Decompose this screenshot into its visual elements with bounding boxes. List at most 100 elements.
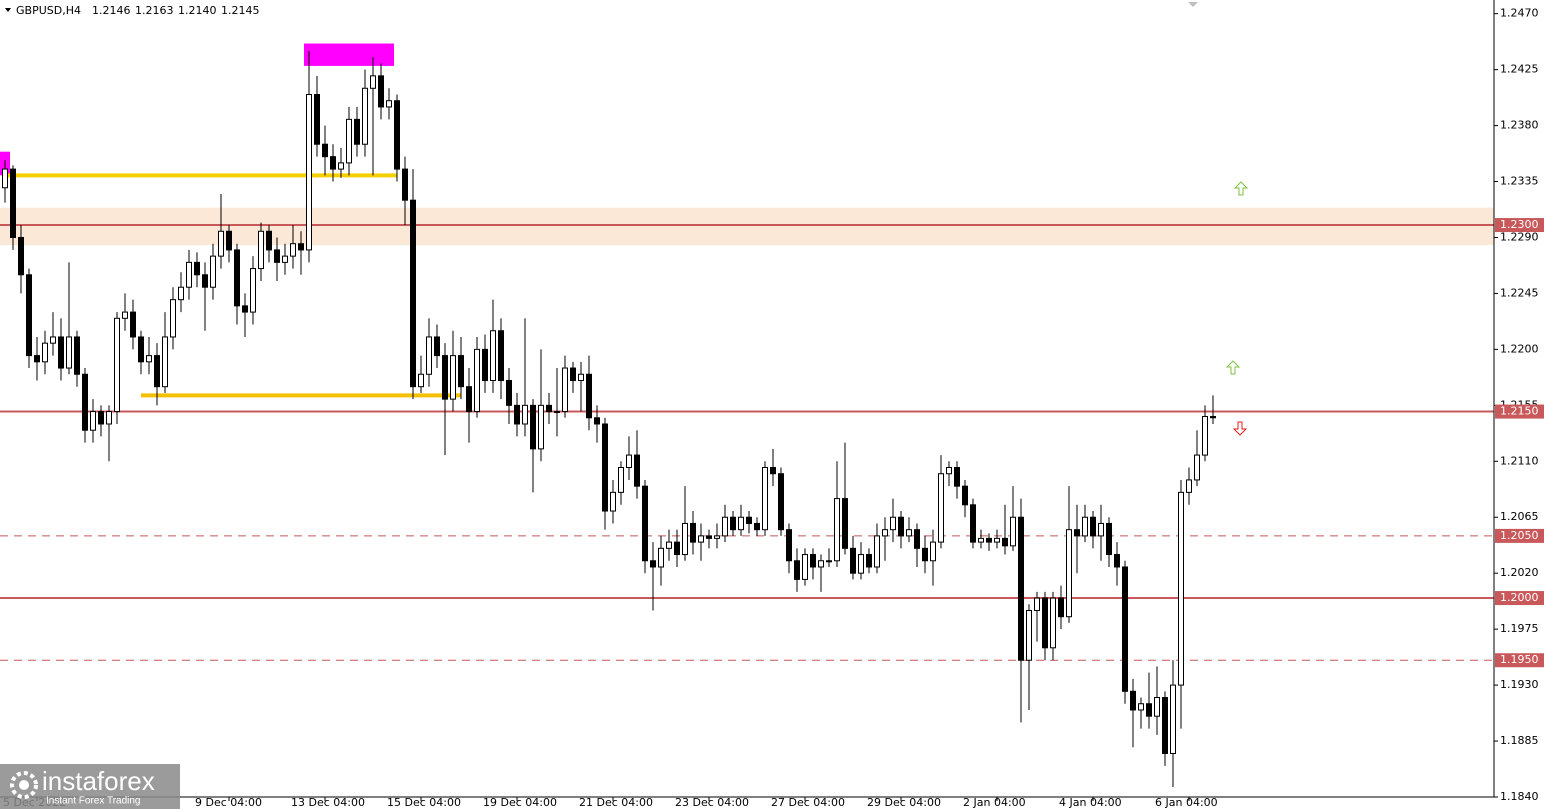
level-label-box xyxy=(1495,528,1544,543)
candle-body xyxy=(514,404,520,425)
candle-body xyxy=(866,554,872,568)
candle-body xyxy=(986,537,992,543)
candle-body xyxy=(1210,416,1216,419)
candle-body xyxy=(938,473,944,543)
candle-body xyxy=(298,243,304,251)
candle-body xyxy=(42,342,48,363)
candle-body xyxy=(82,373,88,431)
candle-body xyxy=(706,535,712,539)
candle-body xyxy=(578,373,584,381)
level-label: 1.2300 xyxy=(1500,218,1539,231)
candle-body xyxy=(946,467,952,475)
candle-body xyxy=(74,336,80,375)
candle-body xyxy=(274,249,280,263)
candle-body xyxy=(994,537,1000,543)
candle-body xyxy=(178,286,184,301)
candle-body xyxy=(522,404,528,425)
candle-body xyxy=(1154,697,1160,717)
candle-body xyxy=(418,373,424,388)
candle-body xyxy=(954,467,960,487)
candle-body xyxy=(362,87,368,145)
level-label: 1.2150 xyxy=(1500,405,1539,418)
candle-body xyxy=(890,516,896,531)
y-tick-label: 1.2335 xyxy=(1500,175,1539,188)
candle-body xyxy=(34,355,40,363)
header-low: 1.2140 xyxy=(178,4,217,17)
candle-body xyxy=(442,355,448,400)
candle-body xyxy=(474,348,480,413)
candle-body xyxy=(1186,479,1192,493)
header: GBPUSD,H4 1.2146 1.2163 1.2140 1.2145 xyxy=(5,4,260,17)
candle-body xyxy=(322,143,328,158)
candle-body xyxy=(834,498,840,562)
candle-body xyxy=(738,516,744,531)
candle-body xyxy=(746,516,752,524)
candle-body xyxy=(1082,516,1088,537)
symbol: GBPUSD,H4 xyxy=(16,4,81,17)
candle-body xyxy=(698,535,704,543)
candle-body xyxy=(1034,597,1040,611)
price-axis: 1.2470 1.2425 1.2380 1.2335 1.2290 1.2245 1.22… xyxy=(1494,7,1544,803)
candle-body xyxy=(18,236,24,276)
candle-body xyxy=(810,554,816,568)
candle-body xyxy=(202,274,208,288)
y-tick-label: 1.1840 xyxy=(1500,790,1539,803)
candle-body xyxy=(594,417,600,425)
candle-body xyxy=(1010,516,1016,547)
supply-box xyxy=(304,43,394,66)
x-tick-label: 6 Jan 04:00 xyxy=(1155,796,1218,809)
candle-body xyxy=(1178,491,1184,686)
candle-body xyxy=(754,522,760,531)
y-tick-label: 1.2245 xyxy=(1500,286,1539,299)
candle-body xyxy=(466,386,472,413)
candle-body xyxy=(1170,684,1176,754)
candle-body xyxy=(426,336,432,375)
candle-body xyxy=(162,336,168,388)
candle-body xyxy=(138,336,144,363)
y-tick-label: 1.1885 xyxy=(1500,734,1539,747)
candle-body xyxy=(978,537,984,543)
x-tick-label: 9 Dec 04:00 xyxy=(195,796,262,809)
candle-body xyxy=(394,100,400,170)
candle-body xyxy=(962,485,968,506)
x-tick-label: 2 Jan 04:00 xyxy=(963,796,1026,809)
candle-body xyxy=(1026,609,1032,661)
candle-body xyxy=(650,560,656,568)
candle-body xyxy=(1018,516,1024,661)
level-label-box xyxy=(1495,653,1544,668)
candle-body xyxy=(858,554,864,574)
candle-body xyxy=(1042,597,1048,649)
x-tick-label: 4 Jan 04:00 xyxy=(1059,796,1122,809)
candle-body xyxy=(538,404,544,450)
candle-body xyxy=(1122,566,1128,692)
up-arrow xyxy=(1233,181,1249,196)
candle-body xyxy=(1098,522,1104,537)
candle-body xyxy=(562,367,568,413)
candle-body xyxy=(714,535,720,539)
x-tick-label: 23 Dec 04:00 xyxy=(675,796,749,809)
candle-body xyxy=(1050,597,1056,649)
candle-body xyxy=(58,336,64,369)
signal-arrows xyxy=(1225,181,1249,436)
logo-background xyxy=(0,764,180,809)
candle-body xyxy=(850,547,856,574)
candle-body xyxy=(290,243,296,257)
shift-marker xyxy=(1188,2,1198,7)
y-tick-label: 1.1975 xyxy=(1500,622,1539,635)
level-label: 1.1950 xyxy=(1500,653,1539,666)
header-high: 1.2163 xyxy=(135,4,174,17)
candle-body xyxy=(626,454,632,469)
candle-body xyxy=(666,541,672,549)
candle-body xyxy=(1138,703,1144,711)
candle-body xyxy=(922,547,928,562)
plot-area xyxy=(0,43,1494,788)
level-label-box xyxy=(1495,404,1544,419)
candle-body xyxy=(602,423,608,512)
candle-body xyxy=(266,230,272,251)
candle-body xyxy=(258,230,264,270)
x-tick-label: 21 Dec 04:00 xyxy=(579,796,653,809)
candle-body xyxy=(1130,690,1136,711)
logo-tagline: Instant Forex Trading xyxy=(46,796,141,807)
